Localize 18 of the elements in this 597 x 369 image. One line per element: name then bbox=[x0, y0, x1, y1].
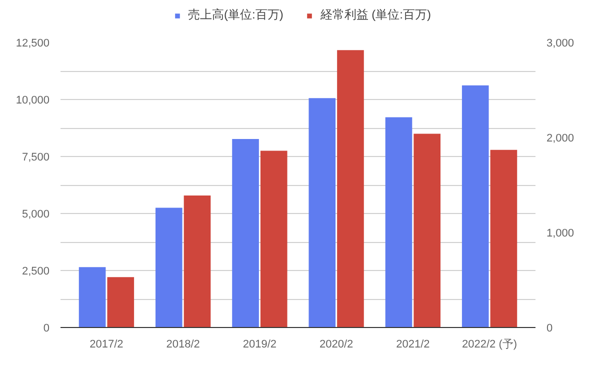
y-tick-label: 5,000 bbox=[22, 208, 50, 220]
y-tick-label: 7,500 bbox=[22, 152, 50, 164]
y2-tick-label: 1,000 bbox=[546, 228, 574, 240]
x-tick-label: 2017/2 bbox=[90, 338, 124, 350]
x-tick-label: 2020/2 bbox=[319, 338, 354, 350]
y-tick-label: 2,500 bbox=[22, 266, 50, 278]
legend-label: 売上高(単位:百万) bbox=[188, 6, 284, 24]
x-tick-label: 2018/2 bbox=[166, 338, 200, 350]
x-tick-label: 2019/2 bbox=[242, 338, 277, 350]
y-tick-label: 10,000 bbox=[16, 94, 50, 106]
y-tick-label: 0 bbox=[43, 322, 50, 334]
y-tick-label: 12,500 bbox=[16, 38, 50, 50]
y2-tick-label: 0 bbox=[546, 322, 553, 334]
y2-tick-label: 3,000 bbox=[546, 38, 574, 50]
x-tick-label: 2021/2 bbox=[396, 338, 430, 350]
legend-label: 経常利益 (単位:百万) bbox=[320, 6, 431, 24]
x-tick-label: 2022/2 (予) bbox=[462, 338, 518, 350]
y2-tick-label: 2,000 bbox=[546, 132, 574, 144]
